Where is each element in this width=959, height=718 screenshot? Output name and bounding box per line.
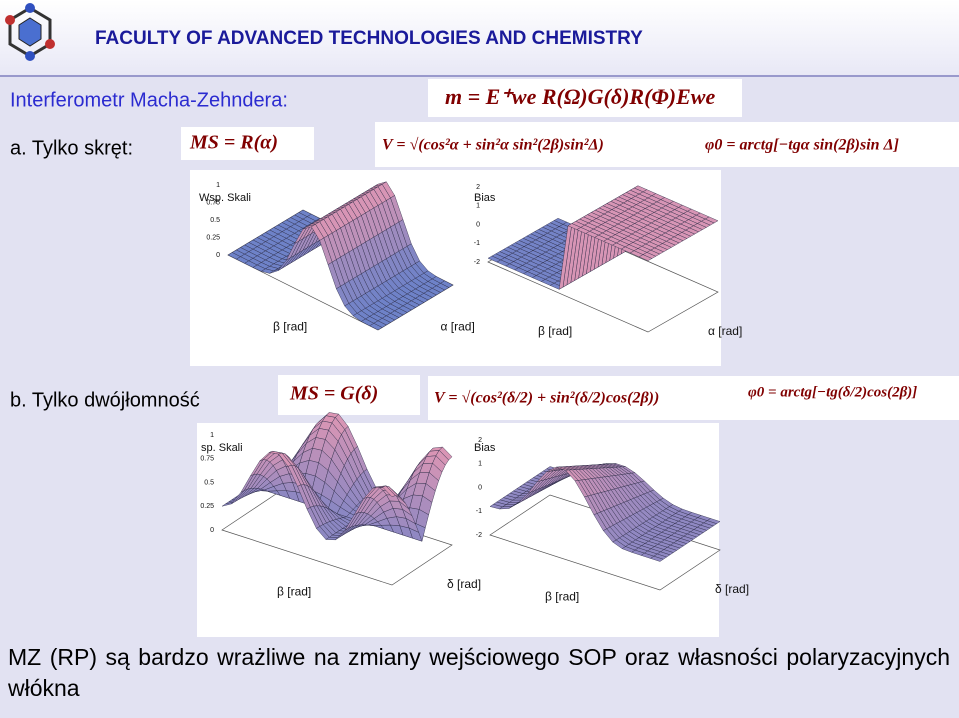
- logo: [5, 3, 55, 61]
- z-tick-label: 2: [476, 184, 480, 191]
- section-a-visibility: V = √(cos²α + sin²α sin²(2β)sin²Δ): [382, 137, 604, 154]
- surface-cell: [382, 485, 396, 498]
- plot-floor: [489, 494, 721, 591]
- section-b-visibility: V = √(cos²(δ/2) + sin²(δ/2)cos(2β)): [434, 390, 659, 407]
- z-tick-label: -1: [474, 240, 480, 247]
- axis-label: β [rad]: [545, 590, 579, 604]
- z-tick-label: 2: [478, 437, 482, 444]
- header-title: FACULTY OF ADVANCED TECHNOLOGIES AND CHE…: [95, 28, 643, 49]
- section-a-formula: MS = R(α): [189, 132, 278, 154]
- z-tick-label: 0.25: [200, 503, 214, 510]
- z-tick-label: 1: [210, 432, 214, 439]
- formula-box: [428, 376, 959, 420]
- conclusion: MZ (RP) są bardzo wrażliwe na zmiany wej…: [8, 644, 950, 701]
- z-tick-label: 1: [476, 203, 480, 210]
- axis-label: δ [rad]: [715, 582, 749, 596]
- z-tick-label: 0.25: [206, 234, 220, 241]
- surface-cell: [638, 254, 653, 261]
- formula-box: [181, 127, 314, 160]
- section-b-phase: φ0 = arctg[−tg(δ/2)cos(2β)]: [748, 384, 917, 400]
- main-formula: m = E⁺we R(Ω)G(δ)R(Φ)Ewe: [445, 84, 715, 109]
- z-tick-label: 0: [216, 252, 220, 259]
- formula-box: [375, 122, 959, 167]
- z-tick-label: 0.5: [210, 217, 220, 224]
- z-tick-label: -2: [476, 532, 482, 539]
- surface-cell: [650, 556, 664, 562]
- section-a-label: a. Tylko skręt:: [10, 137, 133, 159]
- z-tick-label: 0: [210, 527, 214, 534]
- formula-box: [428, 79, 742, 117]
- plot-title: Bias: [474, 442, 496, 454]
- z-tick-label: 0: [478, 484, 482, 491]
- z-tick-label: 0.75: [200, 456, 214, 463]
- axis-label: β [rad]: [538, 324, 572, 338]
- plot-title: sp. Skali: [201, 442, 243, 454]
- plot-title: Bias: [474, 192, 496, 204]
- section-a-phase: φ0 = arctg[−tgα sin(2β)sin Δ]: [705, 137, 899, 154]
- plot-floor: [221, 489, 453, 586]
- surface-cell: [369, 323, 383, 331]
- axis-label: α [rad]: [441, 320, 475, 334]
- section-b-label: b. Tylko dwójłomność: [10, 389, 200, 411]
- z-tick-label: 1: [478, 461, 482, 468]
- z-tick-label: 0.75: [206, 199, 220, 206]
- formula-box: [278, 375, 420, 415]
- subtitle: Interferometr Macha-Zehndera:: [10, 89, 288, 111]
- z-tick-label: 0: [476, 221, 480, 228]
- z-tick-label: -1: [476, 508, 482, 515]
- z-tick-label: -2: [474, 259, 480, 266]
- section-b-formula: MS = G(δ): [289, 383, 378, 405]
- header-bar: [0, 0, 959, 76]
- z-tick-label: 0.5: [204, 479, 214, 486]
- z-tick-label: 1: [216, 182, 220, 189]
- plot-title: Wsp. Skali: [199, 192, 251, 204]
- axis-label: α [rad]: [708, 324, 742, 338]
- axis-label: β [rad]: [273, 320, 307, 334]
- axis-label: β [rad]: [277, 585, 311, 599]
- axis-label: δ [rad]: [447, 577, 481, 591]
